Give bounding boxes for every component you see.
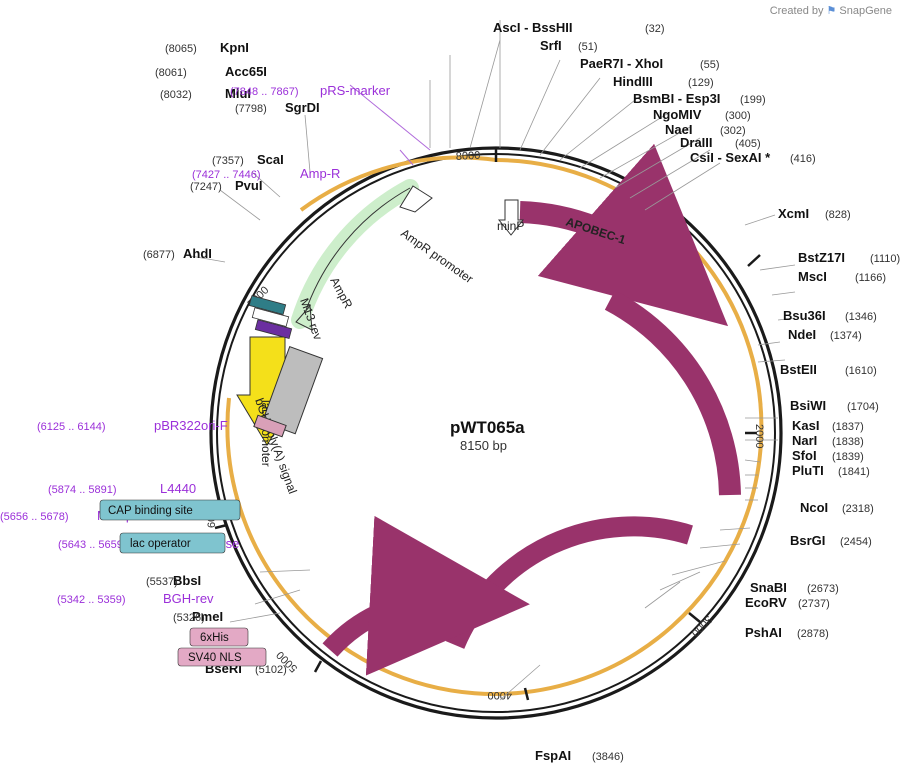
tick-label-1000: 1000 (668, 231, 694, 257)
plasmid-length-label: 8150 bp (460, 438, 507, 453)
pos-amp-r: (7427 .. 7446) (192, 169, 261, 181)
site-label-ncoi: NcoI (800, 500, 828, 515)
site-label-bsrgi: BsrGI (790, 533, 825, 548)
pos-m13-puc-reverse: (5656 .. 5678) (0, 511, 69, 523)
site-pos-bsrgi: (2454) (840, 536, 872, 548)
center-title: pWT065a 8150 bp (450, 418, 525, 453)
site-pos-ncoi: (2318) (842, 503, 874, 515)
site-pos-scai: (7357) (212, 155, 244, 167)
site-label-paer7i-xhoi: PaeR7I - XhoI (580, 56, 663, 71)
plasmid-map-svg: 8000 1000 2000 3000 4000 5000 6000 7000 … (0, 0, 902, 776)
ampr-label: AmpR (327, 275, 355, 311)
label-bgh-rev: BGH-rev (163, 591, 214, 606)
site-pos-msci: (1166) (855, 272, 886, 284)
site-pos-srfi: (51) (578, 41, 598, 53)
tag-label-lac-operator: lac operator (130, 538, 191, 550)
site-label-bsu36i: Bsu36I (783, 308, 826, 323)
site-pos-fspai: (3846) (592, 751, 624, 763)
maroon-arrows: APOBEC-1 (330, 212, 730, 650)
site-pos-acc65i: (8061) (155, 67, 187, 79)
pos-l4440: (5874 .. 5891) (48, 484, 117, 496)
tick-label-4000: 4000 (488, 689, 512, 701)
site-pos-bsiwi: (1704) (847, 401, 879, 413)
site-pos-pvui: (7247) (190, 181, 222, 193)
leftmid-sites-group: AhdI (6877) PvuI (7247) ScaI (7357) SgrD… (143, 100, 320, 262)
site-label-hindiii: HindIII (613, 74, 653, 89)
pos-pbr322ori-f: (6125 .. 6144) (37, 421, 106, 433)
site-label-bsiwi: BsiWI (790, 398, 826, 413)
site-pos-ndei: (1374) (830, 330, 862, 342)
site-label-acc65i: Acc65I (225, 64, 267, 79)
site-label-kpni: KpnI (220, 40, 249, 55)
site-pos-sgrdi: (7798) (235, 103, 267, 115)
site-pos-nari: (1838) (832, 436, 864, 448)
right-sites-group: XcmI (828) BstZ17I (1110) MscI (1166) Bs… (645, 206, 900, 640)
site-pos-asci-bsshii: (32) (645, 23, 665, 35)
site-label-sgrdi: SgrDI (285, 100, 320, 115)
site-label-ndei: NdeI (788, 327, 816, 342)
site-label-ngomiv: NgoMIV (653, 107, 702, 122)
site-label-sfoi: SfoI (792, 448, 817, 463)
site-label-ahdi: AhdI (183, 246, 212, 261)
plasmid-title: pWT065a (450, 418, 525, 437)
pos-bgh-rev: (5342 .. 5359) (57, 594, 126, 606)
plasmid-map-root: Created by ⚑ SnapGene (0, 0, 902, 776)
tick-label-2000: 2000 (753, 424, 765, 448)
site-pos-ecorv: (2737) (798, 598, 830, 610)
ampr-promoter-label: AmpR promoter (398, 226, 475, 286)
tag-label-sv40-nls: SV40 NLS (188, 652, 242, 664)
site-label-snabi: SnaBI (750, 580, 787, 595)
site-pos-kpni: (8065) (165, 43, 197, 55)
pos-m13-reverse: (5643 .. 5659) (58, 539, 127, 551)
site-pos-kasi: (1837) (832, 421, 864, 433)
site-pos-bsteii: (1610) (845, 365, 877, 377)
site-label-srfi: SrfI (540, 38, 562, 53)
site-label-bsmbi-esp3i: BsmBI - Esp3I (633, 91, 720, 106)
site-label-draiii: DraIII (680, 135, 713, 150)
site-pos-draiii: (405) (735, 138, 761, 150)
site-pos-ngomiv: (300) (725, 110, 751, 122)
tag-label-6xhis: 6xHis (200, 632, 229, 644)
site-label-pluti: PluTI (792, 463, 824, 478)
site-label-pshai: PshAI (745, 625, 782, 640)
site-label-xcmi: XcmI (778, 206, 809, 221)
site-pos-csii-sexai: (416) (790, 153, 816, 165)
pos-prs-marker: (7848 .. 7867) (230, 86, 299, 98)
site-pos-bbsi: (5537) (146, 576, 178, 588)
label-l4440: L4440 (160, 481, 196, 496)
site-label-kasi: KasI (792, 418, 819, 433)
site-label-ecorv: EcoRV (745, 595, 787, 610)
site-pos-bstz17i: (1110) (870, 253, 900, 265)
site-label-fspai: FspAI (535, 748, 571, 763)
site-pos-pluti: (1841) (838, 466, 870, 478)
site-pos-naei: (302) (720, 125, 746, 137)
site-pos-snabi: (2673) (807, 583, 839, 595)
tick-label-8000: 8000 (456, 150, 481, 163)
site-label-msci: MscI (798, 269, 827, 284)
site-pos-bsu36i: (1346) (845, 311, 877, 323)
label-prs-marker: pRS-marker (320, 83, 391, 98)
site-pos-pmei: (5326) (173, 612, 205, 624)
label-pbr322ori-f: pBR322ori-F (154, 418, 228, 433)
site-pos-bsmbi-esp3i: (199) (740, 94, 766, 106)
site-label-asci-bsshii: AscI - BssHII (493, 20, 572, 35)
bottom-sites-group: FspAI (3846) BseRI (5102) PmeI (5326) Bb… (146, 570, 624, 763)
label-amp-r: Amp-R (300, 166, 340, 181)
site-pos-xcmi: (828) (825, 209, 851, 221)
site-label-scai: ScaI (257, 152, 284, 167)
site-pos-pshai: (2878) (797, 628, 829, 640)
site-label-bsteii: BstEII (780, 362, 817, 377)
tag-label-cap-binding-site: CAP binding site (108, 505, 193, 517)
site-label-bstz17i: BstZ17I (798, 250, 845, 265)
site-pos-hindiii: (129) (688, 77, 714, 89)
site-label-nari: NarI (792, 433, 817, 448)
site-label-csii-sexai: CsiI - SexAI * (690, 150, 771, 165)
site-pos-paer7i-xhoi: (55) (700, 59, 720, 71)
site-pos-ahdi: (6877) (143, 249, 175, 261)
minp-label: minP (497, 219, 524, 233)
site-pos-mlui: (8032) (160, 89, 192, 101)
site-pos-sfoi: (1839) (832, 451, 864, 463)
